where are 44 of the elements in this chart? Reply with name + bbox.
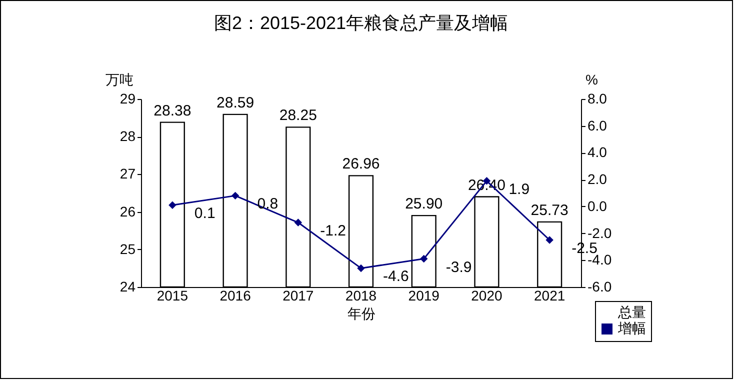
data-label: -3.9 [446,258,472,276]
point [231,192,240,200]
y2-tick-label: 6.0 [588,117,608,134]
data-label: 28.59 [216,94,254,112]
data-label: 0.1 [194,205,216,222]
data-label: 28.25 [279,107,317,124]
point [294,218,302,226]
x-tick-label: 2019 [408,288,440,304]
point [420,254,428,263]
point [357,264,365,272]
data-label: -1.2 [320,222,346,240]
data-label: 26.96 [342,156,380,173]
y-tick-label: 26 [120,203,136,220]
x-tick-label: 2015 [156,288,188,304]
y-tick-label: 25 [120,240,136,257]
y-axis-title: 万吨 [106,72,134,88]
x-tick-label: 2016 [220,288,252,304]
y2-tick-label: -2.0 [588,224,612,241]
x-tick-label: 2021 [534,288,566,304]
chart-title: 图2：2015-2021年粮食总产量及增幅 [214,13,508,33]
y-tick-label: 24 [120,278,136,294]
y-tick-label: 28 [120,128,136,144]
x-axis-title: 年份 [348,306,376,322]
y2-tick-label: 2.0 [588,171,608,188]
data-label: 25.90 [405,196,443,213]
point [168,201,176,209]
point [546,236,554,244]
y2-axis-title: % [586,72,598,88]
data-label: 28.38 [154,102,192,120]
legend-label: 增幅 [617,320,646,336]
y-tick-label: 29 [120,90,136,106]
y2-tick-label: 0.0 [588,198,608,214]
data-label: -4.6 [383,268,409,286]
x-tick-label: 2018 [345,288,377,304]
y2-tick-label: 8.0 [588,90,608,106]
data-label: 25.73 [530,202,568,219]
data-label: 0.8 [257,196,278,213]
x-tick-label: 2020 [471,288,502,304]
text: 总量 [617,304,646,320]
x-tick-label: 2017 [282,288,314,304]
y-tick-label: 27 [120,166,136,182]
y2-tick-label: -6.0 [588,278,612,294]
y2-tick-label: 4.0 [588,144,608,160]
data-label: 1.9 [508,180,530,198]
